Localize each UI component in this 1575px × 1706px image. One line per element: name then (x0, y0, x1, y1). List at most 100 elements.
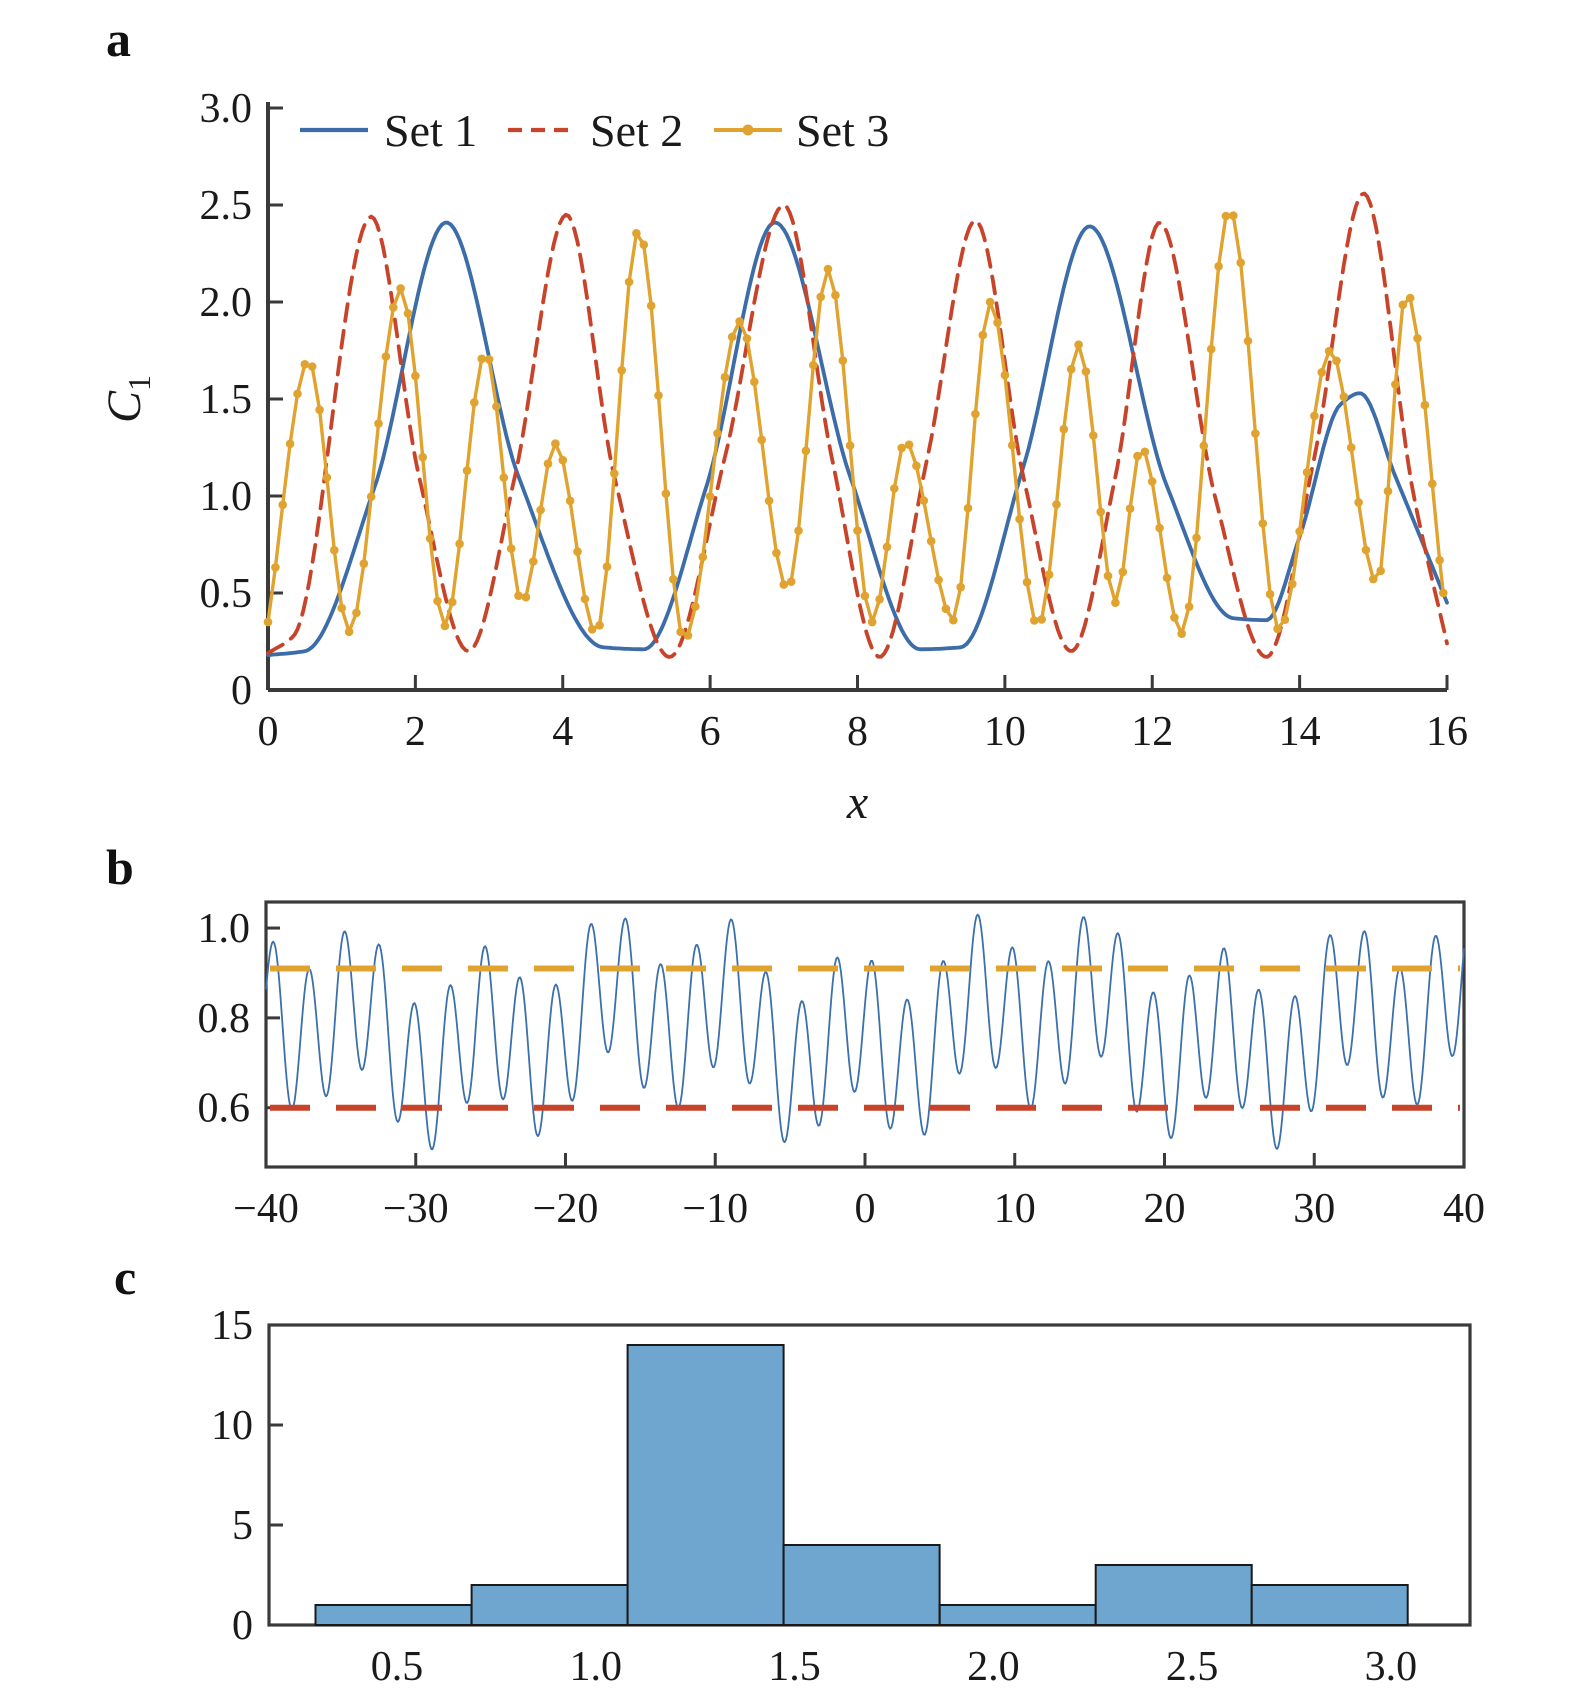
series-set-3-marker (1243, 336, 1253, 346)
series-set-3-marker (315, 405, 324, 415)
panel-a-y-tick-label: 2.5 (200, 183, 253, 229)
series-set-3-marker (293, 389, 302, 399)
panel-c-label: c (114, 1249, 137, 1305)
series-set-3-marker (750, 377, 759, 387)
y-axis-label: C1 (98, 375, 157, 423)
histogram-bar (626, 1344, 785, 1626)
series-set-3-marker (359, 559, 369, 568)
series-set-3-marker (1022, 577, 1032, 587)
series-set-3-marker (285, 439, 295, 449)
series-set-3-marker (1199, 441, 1209, 451)
panel-c-y-tick-label: 10 (211, 1403, 253, 1449)
series-set-3-marker (1435, 555, 1444, 565)
series-set-3-marker (462, 466, 472, 475)
panel-a-x-tick-label: 12 (1131, 709, 1173, 755)
series-set-3-marker (956, 582, 965, 592)
series-set-3-marker (1265, 589, 1275, 599)
panel-a-y-tick-label: 0 (231, 668, 252, 714)
series-set-3-marker (882, 542, 892, 552)
panel-b-y-tick-label: 1.0 (198, 906, 251, 952)
panel-b-x-tick-label: −20 (533, 1186, 599, 1232)
series-set-3-marker (993, 318, 1002, 327)
series-set-3-marker (720, 372, 730, 382)
series-set-3-marker (897, 443, 906, 453)
legend-marker-sample-set-3 (742, 124, 754, 136)
panel-c-x-tick-label: 0.5 (371, 1644, 424, 1690)
series-set-3-marker (1096, 507, 1105, 517)
series-set-3-marker (271, 563, 280, 572)
series-set-3-marker (521, 592, 531, 602)
series-set-3-marker (1310, 411, 1319, 421)
series-set-3-marker (1302, 468, 1312, 477)
series-set-3-marker (1428, 479, 1437, 489)
series-set-3-marker (403, 309, 413, 318)
series-set-3-marker (477, 354, 487, 364)
panel-c-y-tick-label: 5 (232, 1503, 253, 1549)
series-set-3-marker (934, 575, 943, 585)
series-set-3-marker (676, 627, 685, 637)
series-set-3-marker (610, 469, 619, 478)
panel-a-x-tick-label: 14 (1279, 709, 1321, 755)
panel-c-x-tick-label: 1.0 (570, 1644, 623, 1690)
series-set-3-marker (1273, 624, 1282, 634)
series-set-3-marker (595, 621, 604, 630)
panel-a-x-tick-label: 0 (258, 709, 279, 755)
series-set-3-marker (978, 330, 988, 340)
series-set-3-marker (1339, 392, 1349, 402)
series-set-3-marker (971, 409, 980, 419)
panel-a-y-tick-label: 3.0 (200, 86, 253, 132)
panel-b-label: b (106, 839, 134, 895)
series-set-3-marker (565, 496, 575, 506)
series-set-3-marker (1251, 429, 1260, 438)
histogram-bar (938, 1604, 1097, 1626)
panel-b-x-tick-label: −30 (383, 1186, 449, 1232)
series-set-3-marker (1192, 533, 1201, 543)
series-set-3-marker (1439, 588, 1448, 598)
panel-a-label: a (106, 11, 131, 67)
panel-c-x-tick-label: 2.0 (967, 1644, 1020, 1690)
panel-a-x-tick-label: 16 (1426, 709, 1468, 755)
series-set-3-marker (411, 371, 420, 381)
series-set-3-marker (1074, 340, 1083, 350)
series-set-3-marker (853, 526, 862, 535)
series-set-3-marker (639, 240, 649, 249)
series-set-3-marker (389, 303, 398, 312)
series-set-3-marker (669, 575, 678, 584)
series-set-3-marker (1170, 613, 1179, 622)
legend-entry-set-1: Set 1 (300, 105, 477, 156)
series-set-3-marker (845, 441, 855, 450)
panel-c-x-tick-label: 3.0 (1365, 1644, 1418, 1690)
series-set-3-marker (1383, 486, 1393, 496)
series-set-3-marker (890, 484, 899, 493)
panel-a-x-tick-label: 8 (847, 709, 868, 755)
series-set-3-marker (1133, 451, 1142, 461)
series-set-3-marker (875, 595, 884, 604)
series-set-3-marker (1405, 293, 1415, 303)
series-set-3-marker (307, 362, 317, 371)
series-set-3-marker (529, 557, 538, 566)
histogram-bar (1250, 1584, 1409, 1626)
series-set-3-marker (425, 534, 435, 543)
panel-b-x-tick-label: 20 (1144, 1186, 1186, 1232)
series-set-3-marker (1346, 443, 1356, 452)
series-set-3-marker (691, 602, 700, 611)
series-set-3-marker (661, 489, 671, 498)
panel-c-y-tick-label: 0 (232, 1603, 253, 1649)
panel-b-x-tick-label: 40 (1443, 1186, 1485, 1232)
series-set-3-marker (1184, 602, 1194, 611)
panel-a-x-tick-label: 6 (700, 709, 721, 755)
series-set-3-marker (867, 617, 877, 627)
series-set-3-marker (514, 591, 523, 600)
series-set-3-marker (1147, 477, 1157, 486)
series-set-3-marker (1214, 262, 1223, 271)
series-set-3-marker (963, 503, 973, 513)
series-set-3-marker (646, 301, 656, 311)
panel-b-frame (264, 900, 1466, 1169)
series-set-3-marker (1295, 527, 1304, 536)
series-set-3-marker (396, 284, 405, 293)
series-set-3-marker (587, 625, 597, 634)
series-set-3-marker (1398, 300, 1408, 310)
series-set-3-marker (499, 473, 509, 482)
series-set-3-marker (1044, 570, 1054, 579)
series-set-3-marker (1376, 566, 1385, 576)
